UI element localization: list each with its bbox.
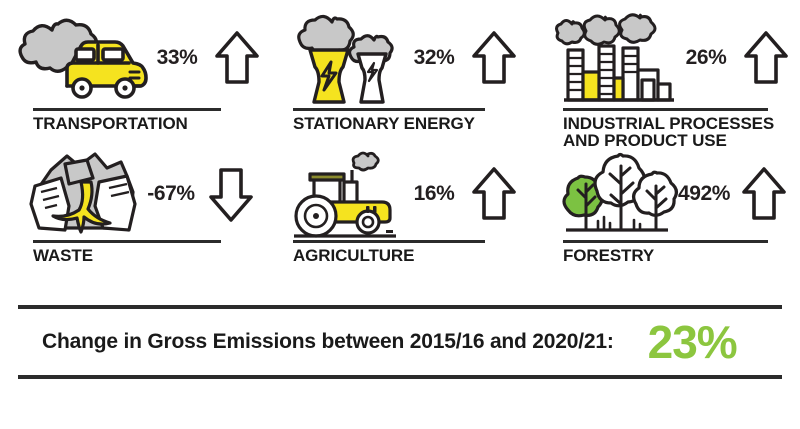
trend-arrow-up-icon <box>463 166 525 222</box>
summary-rule-top <box>18 305 782 309</box>
trend-arrow-up-icon <box>735 166 793 222</box>
sector-content: 16% <box>285 148 540 240</box>
sector-industrial-processes: 26% INDUSTRIAL PROCESSES AND PRODUCT USE <box>555 8 800 150</box>
sector-rule <box>33 108 221 111</box>
sector-rule <box>33 240 221 243</box>
sector-label: FORESTRY <box>563 246 655 265</box>
trend-arrow-up-icon <box>463 30 525 86</box>
sector-content: -67% <box>20 148 270 240</box>
power-plant-icon <box>285 8 405 108</box>
sector-label: WASTE <box>33 246 93 265</box>
sector-forestry: 492% FORESTRY <box>555 148 800 264</box>
sector-stationary-energy: 32% STATIONARY ENERGY <box>285 8 540 132</box>
sector-content: 32% <box>285 8 540 108</box>
sector-label: TRANSPORTATION <box>33 114 188 133</box>
tractor-icon <box>285 148 405 240</box>
sector-value: 33% <box>156 46 198 69</box>
sector-content: 26% <box>555 8 800 108</box>
sector-waste: -67% WASTE <box>20 148 270 264</box>
summary-panel: Change in Gross Emissions between 2015/1… <box>18 305 782 379</box>
sector-rule <box>293 108 485 111</box>
sector-grid: 33% TRANSPORTATION <box>17 8 800 264</box>
factory-icon <box>555 8 677 108</box>
sector-transportation: 33% TRANSPORTATION <box>17 8 270 133</box>
summary-value: 23% <box>647 316 738 368</box>
sector-content: 492% <box>555 148 800 240</box>
sector-value: 32% <box>413 46 455 69</box>
sector-label: INDUSTRIAL PROCESSES AND PRODUCT USE <box>563 114 775 151</box>
sector-rule <box>293 240 485 243</box>
trend-arrow-up-icon <box>206 30 268 86</box>
summary-content: Change in Gross Emissions between 2015/1… <box>18 309 782 375</box>
trend-arrow-up-icon <box>735 30 797 86</box>
car-exhaust-icon <box>17 8 148 108</box>
trees-icon <box>555 148 678 240</box>
sector-rule <box>563 108 768 111</box>
summary-label: Change in Gross Emissions between 2015/1… <box>42 330 614 353</box>
sector-label: AGRICULTURE <box>293 246 415 265</box>
sector-value: 492% <box>677 182 731 205</box>
sector-label: STATIONARY ENERGY <box>293 114 475 133</box>
sector-value: 16% <box>413 182 455 205</box>
trash-banana-peel-icon <box>20 148 142 240</box>
sector-rule <box>563 240 768 243</box>
sector-content: 33% <box>17 8 270 108</box>
trend-arrow-down-icon <box>200 165 262 223</box>
summary-rule-bottom <box>18 375 782 379</box>
sector-value: -67% <box>147 182 195 205</box>
sector-value: 26% <box>685 46 727 69</box>
sector-agriculture: 16% AGRICULTURE <box>285 148 540 264</box>
